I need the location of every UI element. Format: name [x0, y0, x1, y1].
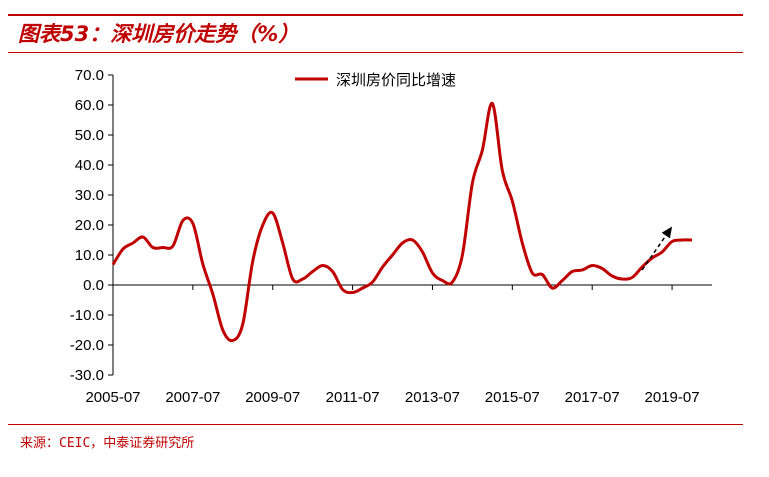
x-tick-label: 2005-07 — [85, 389, 140, 406]
page-title: 图表53：深圳房价走势（%） — [18, 22, 300, 46]
y-tick-label: 30.0 — [75, 187, 104, 204]
x-tick-label: 2011-07 — [326, 389, 380, 406]
y-tick-label: 70.0 — [75, 67, 104, 84]
chart-axes — [112, 75, 712, 375]
x-tick-label: 2007-07 — [165, 389, 220, 406]
y-tick-label: 50.0 — [75, 127, 104, 144]
y-tick-label: -30.0 — [70, 367, 104, 384]
y-tick-label: 10.0 — [75, 247, 104, 264]
y-axis-ticks: 70.0 60.0 50.0 40.0 30.0 20.0 10.0 0.0 -10.0 -20.… — [70, 67, 113, 384]
y-tick-label: 20.0 — [75, 217, 104, 234]
x-axis-ticks: 2005-07 2007-07 2009-07 2011-07 2013-07 2015-… — [85, 285, 700, 406]
source-note: 来源：CEIC，中泰证券研究所 — [20, 436, 195, 451]
series-line — [111, 101, 693, 343]
x-tick-label: 2019-07 — [645, 389, 700, 406]
y-tick-label: -20.0 — [70, 337, 104, 354]
chart-legend: 深圳房价同比增速 — [295, 71, 456, 89]
x-tick-label: 2013-07 — [405, 389, 460, 406]
y-tick-label: 40.0 — [75, 157, 104, 174]
y-tick-label: -10.0 — [70, 307, 104, 324]
x-tick-label: 2009-07 — [245, 389, 300, 406]
y-tick-label: 60.0 — [75, 97, 104, 114]
footer-rule — [8, 424, 743, 425]
series-layer — [111, 101, 693, 343]
title-rule-bottom — [8, 52, 743, 53]
title-rule-top — [8, 14, 743, 16]
annotation-layer — [641, 226, 673, 271]
y-tick-label: 0.0 — [83, 277, 104, 294]
x-tick-label: 2015-07 — [485, 389, 540, 406]
trend-arrow-head — [661, 226, 673, 239]
legend-label: 深圳房价同比增速 — [336, 71, 456, 89]
x-tick-label: 2017-07 — [565, 389, 620, 406]
